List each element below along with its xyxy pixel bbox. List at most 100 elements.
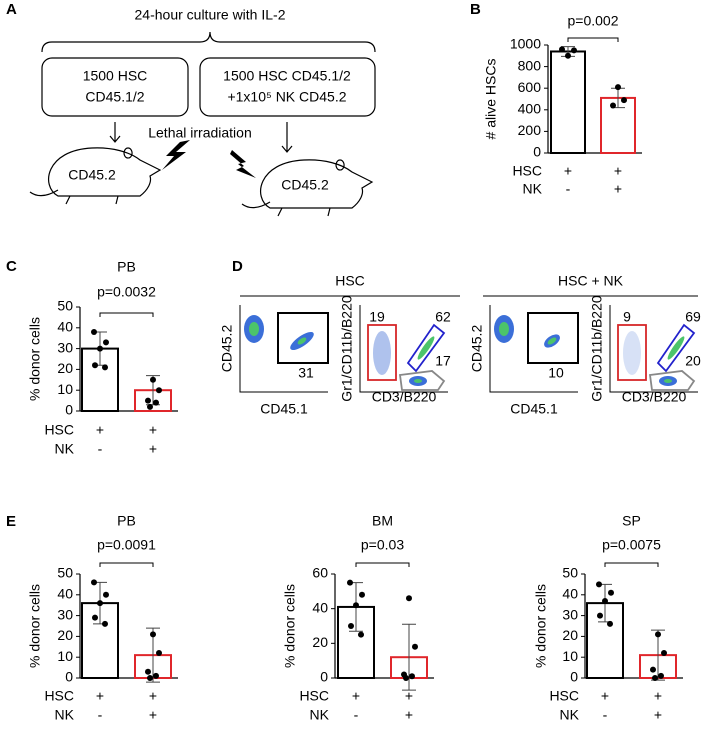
condition-mark: + [149,441,157,457]
y-axis-label: Gr1/CD11b/B220 [339,295,355,402]
y-tick-label: 200 [518,122,542,138]
chart-title: PB [117,513,136,529]
condition-mark: + [601,688,609,704]
annotation: p=0.0075 [602,537,661,553]
data-point [359,591,365,598]
x-axis-label: CD3/B220 [622,389,687,405]
condition-label: NK [55,441,75,457]
data-point [607,620,613,627]
y-tick-label: 60 [312,565,328,581]
panel-label: A [6,1,17,18]
gate [617,324,647,381]
y-tick-label: 0 [533,144,541,160]
y-axis-label: CD45.2 [469,325,485,373]
gate-percent: 62 [435,309,451,325]
box-text: 1500 HSC CD45.1/2 [223,68,351,84]
y-tick-label: 50 [57,565,73,581]
cell-cloud [373,331,391,375]
data-point [652,675,658,681]
y-tick-label: 10 [57,648,73,664]
cell-cloud [623,331,641,375]
data-point [597,612,603,619]
data-point [596,581,602,588]
data-point [348,623,354,629]
condition-mark: + [654,707,662,723]
data-point [103,591,109,598]
data-point [658,672,664,679]
chart-title: SP [622,513,641,529]
condition-mark: - [354,707,359,723]
y-tick-label: 40 [57,586,73,602]
data-point [145,397,151,404]
bracket [41,31,376,53]
panel-label: E [6,513,16,530]
data-point [92,362,98,369]
x-axis-label: CD45.1 [510,401,558,417]
diagram-title: 24-hour culture with IL-2 [135,7,286,23]
data-point [621,97,627,104]
gate [367,324,397,381]
condition-mark: - [603,707,608,723]
y-tick-label: 10 [562,648,578,664]
data-point [156,387,162,394]
plot-axes [239,305,328,393]
data-point [92,614,98,621]
y-tick-label: 1000 [510,36,541,52]
condition-mark: - [566,181,571,197]
plot-axes [489,305,578,393]
significance-bracket [567,37,619,42]
y-tick-label: 30 [562,606,578,622]
condition-label: NK [310,707,330,723]
data-point [102,364,108,371]
y-axis-label: # alive HSCs [483,59,499,140]
y-tick-label: 0 [570,669,578,685]
data-point [97,345,103,352]
gate [398,370,446,391]
data-point [602,598,608,605]
chart-title: BM [372,513,393,529]
annotation: p=0.0032 [97,284,156,300]
data-point [347,579,353,586]
cell-cloud [499,322,509,336]
recipient: CD45.2 [281,177,329,193]
data-point [655,631,661,638]
annotation: p=0.0091 [97,537,156,553]
condition-mark: + [149,422,157,438]
y-axis-label: Gr1/CD11b/B220 [589,295,605,402]
condition-mark: + [405,707,413,723]
data-point [156,650,162,657]
condition-mark: + [614,181,622,197]
box [199,57,376,117]
data-point [147,675,153,681]
gate-percent: 10 [548,365,564,381]
x-axis-label: CD3/B220 [372,389,437,405]
data-point [409,673,415,680]
y-tick-label: 50 [57,298,73,314]
condition-mark: + [614,163,622,179]
box-text: CD45.1/2 [85,89,144,105]
y-tick-label: 0 [65,669,73,685]
data-point [412,643,418,650]
condition-mark: + [96,422,104,438]
condition-mark: + [564,163,572,179]
data-point [97,600,103,607]
gate-percent: 17 [435,353,451,369]
y-tick-label: 20 [562,627,578,643]
y-tick-label: 30 [57,339,73,355]
gate [277,312,329,364]
group-title: HSC [335,273,365,289]
x-axis-label: CD45.1 [260,401,308,417]
arrow [109,122,121,143]
plot-axes [359,305,448,393]
diagram [29,31,376,217]
data-point [406,595,412,602]
data-point [147,403,153,410]
panel-label: D [232,258,243,275]
significance-bracket [355,562,410,567]
y-tick-label: 40 [562,586,578,602]
chart-title: PB [117,259,136,275]
y-tick-label: 0 [65,402,73,418]
data-point [661,650,667,657]
cell-cloud [547,337,557,345]
y-axis-label: % donor cells [533,584,549,668]
